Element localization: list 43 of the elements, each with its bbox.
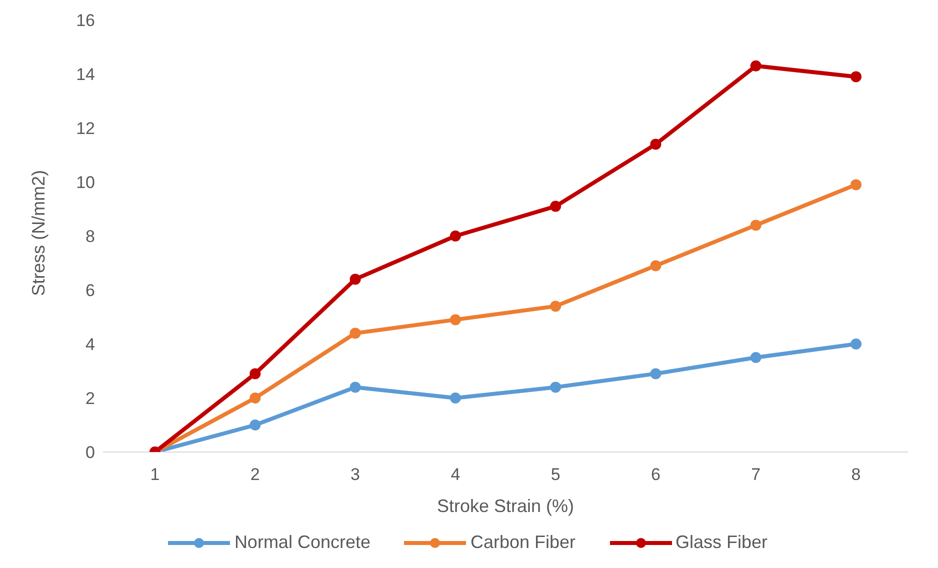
legend-label: Glass Fiber bbox=[676, 532, 768, 553]
x-axis-title: Stroke Strain (%) bbox=[436, 496, 574, 516]
y-tick-label: 10 bbox=[76, 173, 95, 192]
y-tick-label: 14 bbox=[76, 65, 95, 84]
point bbox=[550, 200, 562, 212]
point bbox=[250, 368, 261, 380]
y-tick-label: 4 bbox=[86, 335, 95, 354]
x-tick-label: 4 bbox=[450, 465, 460, 484]
x-tick-label: 8 bbox=[851, 465, 861, 484]
point bbox=[450, 392, 461, 404]
x-tick-label: 2 bbox=[250, 465, 260, 484]
y-tick-label: 2 bbox=[86, 389, 95, 408]
y-tick-label: 16 bbox=[76, 11, 95, 30]
point bbox=[550, 382, 562, 393]
point bbox=[250, 392, 261, 404]
y-tick-label: 12 bbox=[76, 119, 95, 138]
point bbox=[250, 420, 261, 430]
y-tick-label: 6 bbox=[86, 281, 95, 300]
point bbox=[450, 314, 461, 326]
x-tick-label: 5 bbox=[550, 465, 560, 484]
point bbox=[350, 274, 361, 285]
point bbox=[750, 352, 762, 363]
point bbox=[750, 60, 762, 72]
point bbox=[650, 368, 662, 380]
y-tick-label: 0 bbox=[86, 443, 95, 462]
x-tick-label: 7 bbox=[751, 465, 761, 484]
y-tick-label: 8 bbox=[86, 227, 95, 246]
point bbox=[650, 260, 662, 272]
point bbox=[850, 71, 862, 82]
point bbox=[850, 179, 862, 190]
point bbox=[450, 230, 461, 242]
legend-label: Carbon Fiber bbox=[470, 532, 576, 553]
point bbox=[350, 382, 361, 393]
y-axis-title: Stress (N/mm2) bbox=[28, 170, 48, 296]
point bbox=[350, 328, 361, 339]
x-tick-label: 1 bbox=[150, 465, 160, 484]
point bbox=[750, 220, 762, 231]
x-tick-label: 6 bbox=[650, 465, 660, 484]
x-tick-label: 3 bbox=[350, 465, 360, 484]
legend-label: Normal Concrete bbox=[234, 532, 370, 553]
point bbox=[850, 338, 862, 350]
point bbox=[650, 138, 662, 150]
point bbox=[550, 300, 562, 312]
